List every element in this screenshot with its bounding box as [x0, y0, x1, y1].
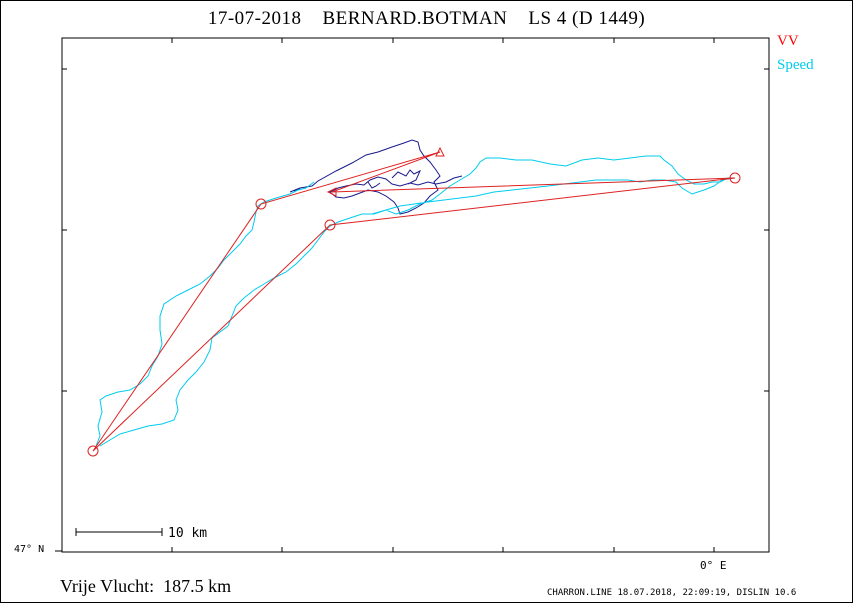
scale-bar	[75, 528, 163, 536]
credit-line: CHARRON.LINE 18.07.2018, 22:09:19, DISLI…	[547, 588, 797, 598]
map-frame	[61, 37, 770, 553]
legend-item-speed: Speed	[777, 57, 814, 73]
task-line	[87, 146, 741, 457]
legend-item-vv: VV	[777, 33, 799, 49]
scale-bar-label: 10 km	[168, 526, 208, 541]
axis-ticks	[55, 38, 769, 552]
free-flight-distance: Vrije Vlucht: 187.5 km	[60, 576, 232, 596]
track-secondary	[289, 139, 463, 215]
latitude-label: 47° N	[14, 544, 45, 555]
longitude-label: 0° E	[700, 559, 727, 572]
page-title: 17-07-2018 BERNARD.BOTMAN LS 4 (D 1449)	[207, 8, 646, 29]
track-primary	[95, 155, 735, 447]
